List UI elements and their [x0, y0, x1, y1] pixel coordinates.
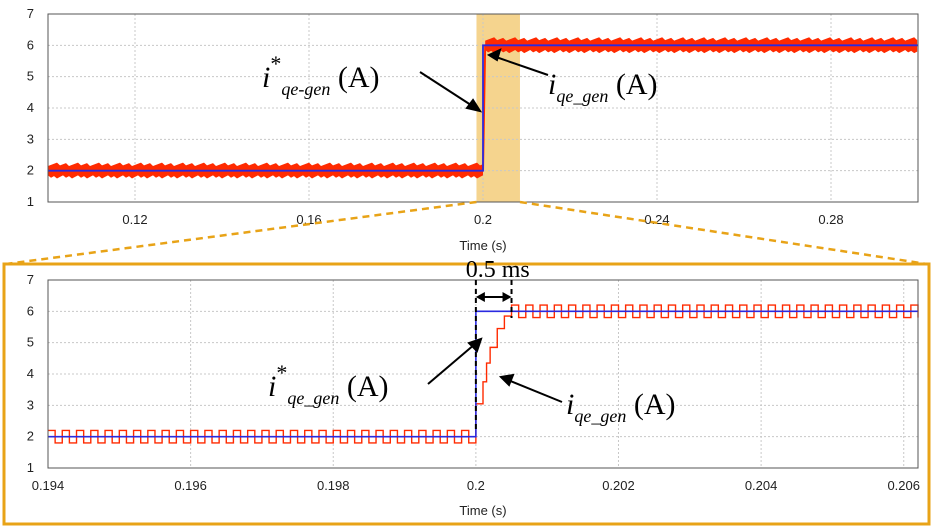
dimension-marker: 0.5 ms	[466, 257, 530, 430]
bottom-annotation-arrows	[427, 337, 563, 403]
bottom-y-tick-label: 5	[27, 335, 34, 350]
bottom-x-tick-label: 0.198	[317, 478, 350, 493]
top-y-tick-label: 5	[27, 69, 34, 84]
top-x-ticks: 0.12 0.16 0.2 0.24 0.28	[122, 212, 843, 227]
top-x-tick-label: 0.28	[818, 212, 843, 227]
top-y-ticks: 1 2 3 4 5 6 7	[27, 6, 34, 209]
bottom-zoom-frame	[2, 262, 931, 526]
top-series	[48, 37, 918, 179]
bottom-plot-frame	[47, 279, 919, 469]
bottom-annotation-ref-current: i*qe_gen (A)	[268, 360, 388, 408]
bottom-x-axis-label: Time (s)	[459, 503, 506, 518]
top-chart: 1 2 3 4 5 6 7 0.12 0.16 0.2 0.24 0.28 Time (s) i*q…	[27, 6, 919, 253]
top-annotation-arrows	[419, 48, 549, 113]
bottom-x-ticks: 0.194 0.196 0.198 0.2 0.202 0.204 0.206	[32, 478, 920, 493]
bottom-arrow-actual	[507, 379, 563, 403]
dimension-arrowhead-right	[502, 292, 512, 302]
top-arrow-actual	[495, 56, 549, 76]
top-x-tick-label: 0.12	[122, 212, 147, 227]
top-y-tick-label: 2	[27, 163, 34, 178]
top-y-tick-label: 7	[27, 6, 34, 21]
zoom-connector-right	[519, 200, 928, 266]
bottom-y-tick-label: 7	[27, 272, 34, 287]
bottom-x-tick-label: 0.204	[745, 478, 778, 493]
top-y-tick-label: 3	[27, 131, 34, 146]
top-x-tick-label: 0.2	[474, 212, 492, 227]
top-annotation-ref-current: i*qe-gen (A)	[262, 51, 379, 99]
bottom-x-tick-label: 0.206	[887, 478, 920, 493]
bottom-annotation-actual-current: iqe_gen (A)	[566, 388, 675, 426]
bottom-blue-series-line	[48, 310, 918, 438]
bottom-x-tick-label: 0.2	[467, 478, 485, 493]
bottom-chart: 1 2 3 4 5 6 7 0.194 0.196 0.198 0.2 0.202 0.204 0.20…	[2, 257, 931, 526]
bottom-series	[48, 304, 919, 444]
top-arrowhead-actual	[486, 48, 502, 62]
bottom-y-tick-label: 4	[27, 366, 34, 381]
bottom-x-tick-label: 0.202	[602, 478, 635, 493]
zoom-connectors	[5, 200, 928, 266]
bottom-y-tick-label: 6	[27, 303, 34, 318]
bottom-y-ticks: 1 2 3 4 5 6 7	[27, 272, 34, 475]
zoom-connector-left	[5, 200, 477, 266]
top-arrow-ref	[419, 71, 475, 108]
bottom-arrowhead-actual	[498, 373, 515, 387]
bottom-x-tick-label: 0.196	[174, 478, 207, 493]
top-x-axis-label: Time (s)	[459, 238, 506, 253]
bottom-y-tick-label: 3	[27, 397, 34, 412]
bottom-y-tick-label: 1	[27, 460, 34, 475]
top-annotation-actual-current: iqe_gen (A)	[548, 68, 657, 106]
top-plot-frame	[47, 13, 919, 203]
bottom-x-tick-label: 0.194	[32, 478, 65, 493]
dimension-arrowhead-left	[475, 292, 485, 302]
top-blue-series-line	[48, 44, 918, 172]
top-y-tick-label: 4	[27, 100, 34, 115]
bottom-y-tick-label: 2	[27, 429, 34, 444]
bottom-red-series-line	[48, 304, 919, 444]
top-y-tick-label: 1	[27, 194, 34, 209]
dimension-label: 0.5 ms	[466, 257, 530, 283]
top-y-tick-label: 6	[27, 37, 34, 52]
bottom-grid	[47, 279, 918, 469]
bottom-arrowhead-ref	[467, 337, 483, 353]
bottom-arrow-ref	[427, 343, 476, 385]
top-arrowhead-ref	[465, 98, 483, 113]
